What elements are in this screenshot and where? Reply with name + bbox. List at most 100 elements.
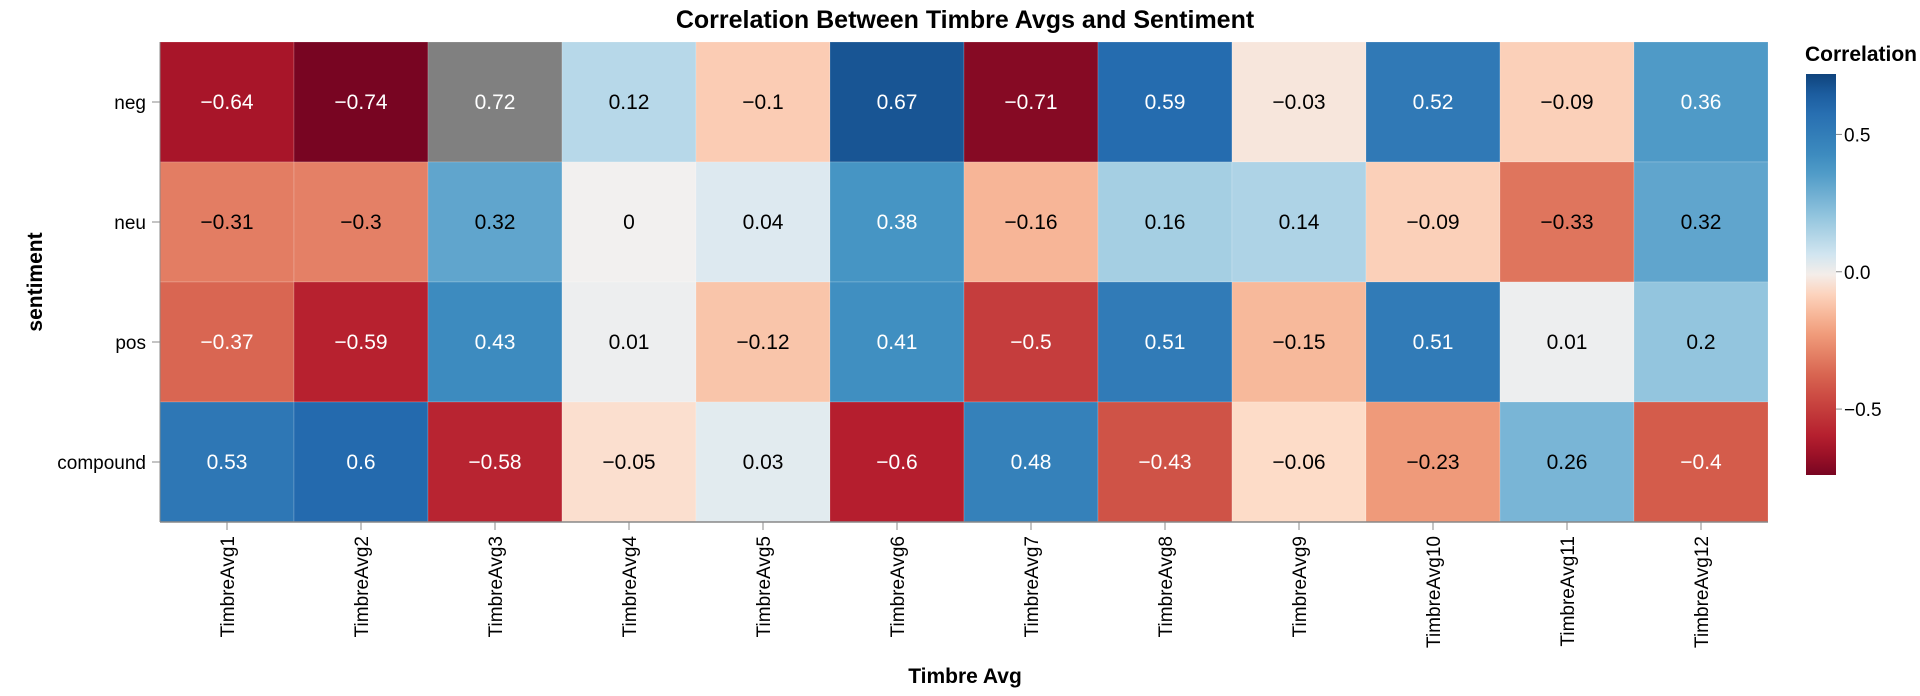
x-tick-label: TimbreAvg6: [888, 536, 909, 637]
heatmap-cell: [1365, 161, 1501, 283]
heatmap-cell: [963, 401, 1099, 523]
heatmap-cell: [1499, 161, 1635, 283]
cell-value-label: −0.5: [1010, 331, 1051, 354]
heatmap-cell: [561, 161, 697, 283]
x-tick-label: TimbreAvg12: [1692, 536, 1713, 648]
heatmap-cell: [159, 281, 295, 403]
cell-value-label: −0.12: [736, 331, 789, 354]
legend-title: Correlation: [1805, 43, 1917, 66]
cell-value-label: 0.48: [1011, 451, 1052, 474]
x-tick-label: TimbreAvg7: [1022, 536, 1043, 637]
cell-value-label: 0.03: [743, 451, 784, 474]
cell-value-label: 0.38: [877, 211, 918, 234]
cell-value-label: −0.43: [1138, 451, 1191, 474]
x-tick-label: TimbreAvg4: [620, 536, 641, 638]
heatmap-cell: [561, 281, 697, 403]
cell-value-label: −0.06: [1272, 451, 1325, 474]
cell-value-label: −0.23: [1406, 451, 1459, 474]
heatmap-cell: [1633, 401, 1769, 523]
cell-value-label: 0.26: [1547, 451, 1588, 474]
cell-value-label: 0.72: [475, 91, 516, 114]
cell-value-label: −0.74: [334, 91, 387, 114]
y-axis-title: sentiment: [24, 232, 47, 331]
cell-value-label: 0: [623, 211, 635, 234]
heatmap-cell: [1633, 41, 1769, 163]
cell-value-label: −0.16: [1004, 211, 1057, 234]
heatmap-cell: [1097, 401, 1233, 523]
cell-value-label: 0.14: [1279, 211, 1320, 234]
x-axis: TimbreAvg1 TimbreAvg2 TimbreAvg3 TimbreAvg4…: [218, 522, 1713, 648]
cell-value-label: −0.15: [1272, 331, 1325, 354]
heatmap-cell: [293, 161, 429, 283]
x-tick-label: TimbreAvg5: [754, 536, 775, 637]
legend-color-bar: [1806, 74, 1836, 475]
heatmap-cell: [829, 401, 965, 523]
cell-value-label: −0.6: [876, 451, 917, 474]
heatmap-cell: [1365, 401, 1501, 523]
x-axis-title: Timbre Avg: [908, 665, 1022, 688]
heatmap-cell: [159, 161, 295, 283]
heatmap-cell: [1097, 41, 1233, 163]
cell-value-label: 0.2: [1686, 331, 1715, 354]
x-tick-label: TimbreAvg2: [352, 536, 373, 637]
cell-value-label: −0.05: [602, 451, 655, 474]
heatmap-cell: [1365, 41, 1501, 163]
x-tick-label: TimbreAvg1: [218, 536, 239, 637]
cell-value-label: 0.52: [1413, 91, 1454, 114]
heatmap-cell: [829, 161, 965, 283]
y-tick-label: pos: [115, 333, 146, 354]
cell-value-label: 0.43: [475, 331, 516, 354]
cell-value-label: 0.32: [1681, 211, 1722, 234]
y-tick-label: neg: [114, 93, 146, 114]
chart-title: Correlation Between Timbre Avgs and Sent…: [676, 6, 1255, 34]
heatmap-cell: [963, 161, 1099, 283]
heatmap-cell: [829, 281, 965, 403]
heatmap-cell: [695, 41, 831, 163]
x-tick-label: TimbreAvg11: [1558, 536, 1579, 647]
x-tick-label: TimbreAvg9: [1290, 536, 1311, 637]
cell-value-label: 0.16: [1145, 211, 1186, 234]
cell-value-label: −0.58: [468, 451, 521, 474]
heatmap-cell: [1633, 161, 1769, 283]
heatmap-cell: [1633, 281, 1769, 403]
cell-value-label: −0.09: [1406, 211, 1459, 234]
cell-value-label: 0.59: [1145, 91, 1186, 114]
cell-value-label: −0.37: [200, 331, 253, 354]
heatmap-cell: [427, 401, 563, 523]
heatmap-cell: [1231, 161, 1367, 283]
heatmap-cell: [695, 281, 831, 403]
heatmap-cell: [293, 41, 429, 163]
heatmap-cell: [427, 41, 563, 163]
cell-value-label: 0.01: [1547, 331, 1588, 354]
x-tick-label: TimbreAvg3: [486, 536, 507, 637]
heatmap-cell: [159, 401, 295, 523]
cell-value-label: −0.71: [1004, 91, 1057, 114]
y-tick-label: compound: [57, 453, 146, 474]
cell-value-label: −0.59: [334, 331, 387, 354]
heatmap-cell: [293, 281, 429, 403]
cell-value-label: 0.01: [609, 331, 650, 354]
cell-value-label: −0.09: [1540, 91, 1593, 114]
heatmap-cell: [695, 161, 831, 283]
color-legend: Correlation 0.5 0.0 −0.5: [1805, 43, 1917, 475]
heatmap-cell: [561, 401, 697, 523]
heatmap-cell: [963, 281, 1099, 403]
heatmap-cell: [293, 401, 429, 523]
y-tick-label: neu: [114, 213, 146, 234]
heatmap-cell: [1097, 161, 1233, 283]
cell-value-label: −0.33: [1540, 211, 1593, 234]
cell-value-label: 0.67: [877, 91, 918, 114]
heatmap-cell: [1365, 281, 1501, 403]
heatmap-cell: [561, 41, 697, 163]
heatmap-cell: [1231, 401, 1367, 523]
cell-value-label: 0.53: [207, 451, 248, 474]
cell-value-label: 0.12: [609, 91, 650, 114]
cell-value-label: 0.51: [1413, 331, 1454, 354]
cell-value-label: −0.64: [200, 91, 253, 114]
cell-value-label: −0.3: [340, 211, 381, 234]
cell-value-label: 0.41: [877, 331, 918, 354]
heatmap-cell: [963, 41, 1099, 163]
legend-tick-label: −0.5: [1844, 400, 1882, 421]
heatmap-cell: [1499, 401, 1635, 523]
